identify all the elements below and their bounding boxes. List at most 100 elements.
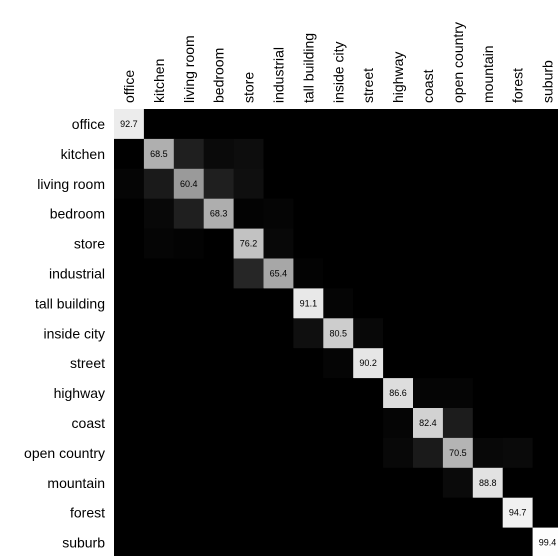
heatmap-cell: [263, 168, 294, 200]
heatmap-cell: [293, 408, 324, 439]
row-label: industrial: [49, 265, 105, 281]
heatmap-cell: [472, 467, 504, 499]
cell-value-label: 94.7: [509, 508, 527, 518]
heatmap-cell: [472, 348, 504, 379]
cell-value-label: 60.4: [180, 179, 198, 189]
heatmap-cell: [203, 258, 235, 289]
heatmap-cell: [472, 408, 504, 439]
heatmap-cell: [143, 138, 175, 170]
column-label: kitchen: [151, 59, 167, 103]
heatmap-cell: [203, 138, 235, 170]
heatmap-cell: [293, 168, 324, 200]
heatmap-cell: [383, 198, 414, 230]
heatmap-cell: [173, 168, 205, 200]
heatmap-cell: [383, 408, 414, 439]
heatmap-cell: [353, 198, 384, 230]
heatmap-cell: [143, 228, 175, 259]
heatmap-cell: [293, 497, 324, 529]
heatmap-cell: [323, 437, 354, 469]
heatmap-cell: [413, 138, 444, 170]
heatmap-cell: [502, 467, 534, 499]
heatmap-cell: [442, 138, 474, 170]
heatmap-cell: [293, 348, 324, 379]
column-label: coast: [420, 69, 436, 103]
cell-value-label: 86.6: [389, 388, 407, 398]
cell-value-label: 88.8: [479, 478, 497, 488]
heatmap-cell: [203, 109, 235, 140]
heatmap-cell: [413, 198, 444, 230]
heatmap-cell: [263, 378, 294, 409]
heatmap-cell: [442, 378, 474, 409]
heatmap-cell: [442, 408, 474, 439]
heatmap-cell: [173, 258, 205, 289]
heatmap-cell: [383, 258, 414, 289]
heatmap-cell: [263, 258, 294, 289]
heatmap-cell: [532, 138, 558, 170]
heatmap-cell: [353, 348, 384, 379]
heatmap-cell: [532, 497, 558, 529]
heatmap-cell: [532, 527, 558, 556]
heatmap-cell: [323, 138, 354, 170]
heatmap-cell: [532, 408, 558, 439]
heatmap-cell: [442, 467, 474, 499]
heatmap-cell: [233, 378, 264, 409]
heatmap-cell: [323, 467, 354, 499]
heatmap-cell: [442, 228, 474, 259]
heatmap-cell: [143, 198, 175, 230]
heatmap-cell: [413, 527, 444, 556]
heatmap-cell: [532, 437, 558, 469]
heatmap-cell: [173, 318, 205, 349]
heatmap-cell: [502, 408, 534, 439]
heatmap-cell: [532, 198, 558, 230]
heatmap-cell: [442, 318, 474, 349]
heatmap-cell: [233, 467, 264, 499]
heatmap-cell: [353, 168, 384, 200]
heatmap-cell: [413, 258, 444, 289]
heatmap-cell: [442, 437, 474, 469]
heatmap-cell: [532, 228, 558, 259]
heatmap-cell: [143, 168, 175, 200]
heatmap-cell: [413, 348, 444, 379]
heatmap-cell: [203, 348, 235, 379]
heatmap-cell: [413, 168, 444, 200]
heatmap-cell: [383, 437, 414, 469]
heatmap-cell: [143, 527, 175, 556]
row-label: mountain: [47, 475, 105, 491]
heatmap-cell: [532, 318, 558, 349]
heatmap-cell: [114, 198, 145, 230]
heatmap-cell: [413, 318, 444, 349]
heatmap-cell: [293, 138, 324, 170]
heatmap-cell: [173, 467, 205, 499]
heatmap-cell: [203, 527, 235, 556]
heatmap-cell: [353, 228, 384, 259]
heatmap-cell: [413, 408, 444, 439]
heatmap-cell: [532, 288, 558, 319]
heatmap-cell: [502, 437, 534, 469]
heatmap-cell: [263, 527, 294, 556]
cell-value-label: 91.1: [300, 298, 318, 308]
column-label: open country: [450, 22, 466, 103]
row-label: living room: [37, 176, 105, 192]
cell-value-label: 99.4: [539, 538, 557, 548]
heatmap-cell: [203, 228, 235, 259]
heatmap-cell: [143, 408, 175, 439]
heatmap-cell: [413, 437, 444, 469]
row-label: open country: [24, 445, 105, 461]
heatmap-cell: [143, 348, 175, 379]
cell-value-label: 68.5: [150, 149, 168, 159]
heatmap-cell: [442, 348, 474, 379]
heatmap-cell: [173, 109, 205, 140]
heatmap-cell: [413, 288, 444, 319]
heatmap-cell: [532, 348, 558, 379]
heatmap-cell: [383, 348, 414, 379]
row-label: highway: [54, 385, 105, 401]
heatmap-cell: [233, 437, 264, 469]
row-labels: office kitchen living room bedroom store indu…: [24, 116, 105, 551]
heatmap-cell: [233, 527, 264, 556]
heatmap-cell: [203, 378, 235, 409]
heatmap-cell: [203, 198, 235, 230]
heatmap-cell: [502, 258, 534, 289]
row-label: office: [72, 116, 105, 132]
cell-value-label: 70.5: [449, 448, 467, 458]
row-label: store: [74, 236, 105, 252]
